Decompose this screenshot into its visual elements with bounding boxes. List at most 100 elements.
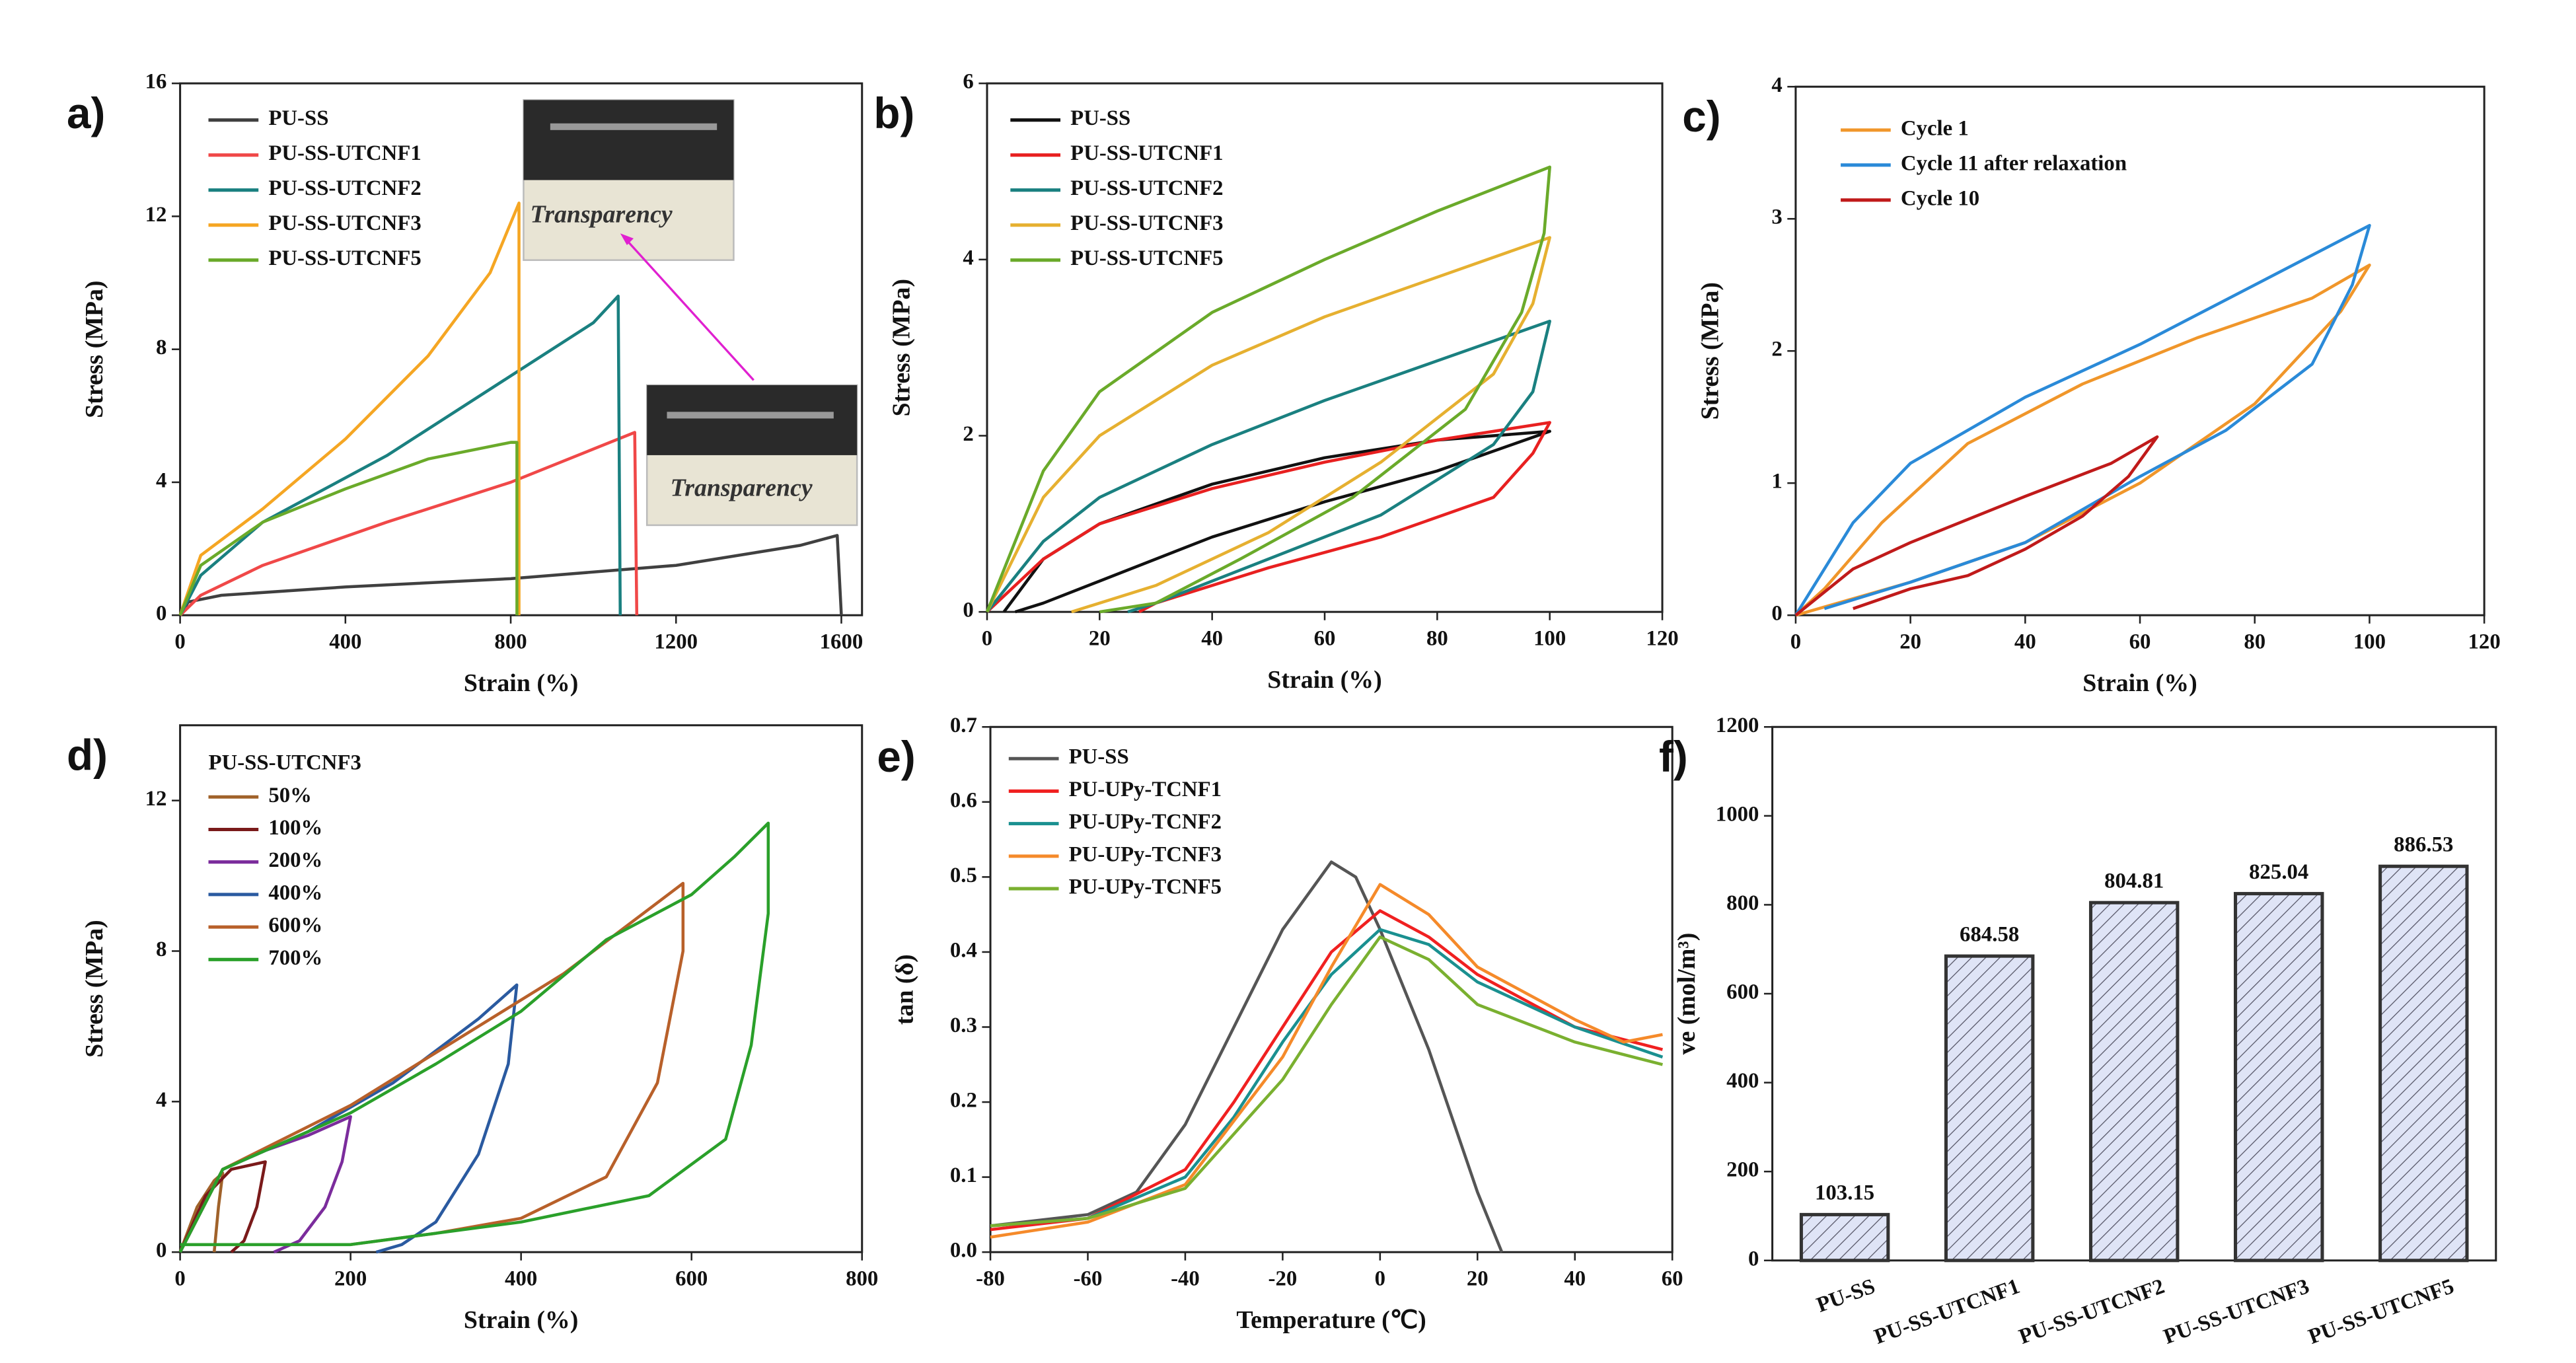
value-label: 684.58 bbox=[1960, 922, 2019, 946]
legend-label: PU-SS-UTCNF5 bbox=[1070, 246, 1223, 270]
legend-label: 600% bbox=[268, 914, 322, 938]
y-tick-label: 0 bbox=[963, 599, 973, 622]
x-axis-label: Strain (%) bbox=[464, 669, 578, 697]
data-line bbox=[179, 431, 639, 616]
x-tick-label: 600 bbox=[675, 1267, 708, 1291]
data-line bbox=[178, 441, 519, 616]
x-tick-label: -20 bbox=[1269, 1267, 1298, 1291]
panel-label: b) bbox=[873, 89, 914, 137]
y-tick-label: 0 bbox=[1748, 1247, 1759, 1271]
data-line bbox=[990, 928, 1664, 1228]
panel-label: c) bbox=[1682, 92, 1720, 141]
y-tick-label: 2 bbox=[1771, 338, 1782, 361]
x-tick-label: 40 bbox=[1564, 1267, 1586, 1291]
y-tick-label: 0 bbox=[1771, 602, 1782, 626]
x-tick-label: 40 bbox=[1201, 627, 1223, 651]
x-axis-label: Strain (%) bbox=[1267, 666, 1381, 694]
y-tick-label: 0.3 bbox=[950, 1013, 977, 1037]
y-tick-label: 3 bbox=[1771, 205, 1782, 229]
data-line bbox=[990, 860, 1504, 1253]
data-line bbox=[178, 1160, 267, 1253]
y-tick-label: 400 bbox=[1726, 1069, 1759, 1093]
x-tick-label: 800 bbox=[494, 630, 527, 654]
x-tick-label: -60 bbox=[1074, 1267, 1103, 1291]
legend-label: Cycle 10 bbox=[1901, 186, 1979, 210]
data-line bbox=[178, 534, 843, 616]
x-axis-label: Strain (%) bbox=[2082, 669, 2197, 697]
data-line bbox=[1794, 435, 2159, 616]
legend-label: PU-UPy-TCNF2 bbox=[1069, 810, 1222, 834]
legend-title: PU-SS-UTCNF3 bbox=[209, 751, 361, 775]
x-tick-label: -80 bbox=[976, 1267, 1005, 1291]
data-line bbox=[985, 236, 1551, 614]
legend-label: 50% bbox=[268, 784, 312, 807]
data-line bbox=[990, 909, 1664, 1232]
legend-label: 700% bbox=[268, 946, 322, 970]
panel-label: d) bbox=[67, 731, 108, 780]
legend-label: PU-SS bbox=[1069, 745, 1129, 769]
x-tick-label: 100 bbox=[1533, 627, 1566, 651]
inset-text: Transparency bbox=[531, 201, 673, 229]
legend-label: PU-UPy-TCNF1 bbox=[1069, 778, 1222, 801]
y-tick-label: 8 bbox=[156, 336, 166, 359]
x-axis-label: Strain (%) bbox=[464, 1306, 578, 1334]
y-axis-label: tan (δ) bbox=[891, 954, 919, 1025]
legend-label: Cycle 11 after relaxation bbox=[1901, 151, 2127, 175]
x-tick-label: 60 bbox=[1662, 1267, 1683, 1291]
data-line bbox=[178, 202, 521, 616]
inset-text: Transparency bbox=[671, 474, 813, 502]
bar bbox=[1944, 954, 2035, 1263]
data-line bbox=[986, 421, 1551, 614]
x-tick-label: 80 bbox=[2244, 630, 2265, 654]
panel-label: f) bbox=[1659, 733, 1688, 781]
data-line bbox=[178, 821, 770, 1253]
y-tick-label: 0 bbox=[156, 1239, 166, 1263]
data-line bbox=[178, 881, 685, 1253]
y-tick-label: 0.1 bbox=[950, 1163, 977, 1187]
x-tick-label: 0 bbox=[174, 630, 185, 654]
x-tick-label: 200 bbox=[334, 1267, 367, 1291]
x-tick-label: -40 bbox=[1171, 1267, 1200, 1291]
y-axis-label: Stress (MPa) bbox=[81, 280, 108, 418]
x-tick-label: 400 bbox=[505, 1267, 537, 1291]
legend-label: PU-SS-UTCNF1 bbox=[1070, 141, 1223, 165]
photo-inset: Transparency Transparency bbox=[523, 99, 858, 527]
y-tick-label: 800 bbox=[1726, 891, 1759, 915]
x-tick-label: 0 bbox=[1375, 1267, 1385, 1291]
data-line bbox=[178, 294, 622, 616]
legend-label: PU-SS-UTCNF2 bbox=[1070, 176, 1223, 200]
value-label: 103.15 bbox=[1815, 1181, 1874, 1205]
y-tick-label: 200 bbox=[1726, 1158, 1759, 1182]
legend-label: PU-SS-UTCNF1 bbox=[268, 141, 421, 165]
bar bbox=[2378, 864, 2469, 1263]
y-tick-label: 600 bbox=[1726, 980, 1759, 1004]
y-tick-label: 0.0 bbox=[950, 1239, 977, 1263]
panel-label: a) bbox=[67, 89, 105, 137]
x-tick-label: 20 bbox=[1467, 1267, 1489, 1291]
x-tick-label: 1600 bbox=[820, 630, 864, 654]
legend-label: Cycle 1 bbox=[1901, 116, 1969, 140]
x-tick-label: 0 bbox=[174, 1267, 185, 1291]
legend-label: 400% bbox=[268, 881, 322, 904]
value-label: 804.81 bbox=[2104, 869, 2164, 893]
x-tick-label: 60 bbox=[1314, 627, 1336, 651]
y-tick-label: 4 bbox=[156, 1088, 166, 1112]
data-line bbox=[1794, 223, 2371, 616]
y-axis-label: ve (mol/m³) bbox=[1673, 933, 1701, 1055]
y-tick-label: 12 bbox=[145, 203, 167, 227]
x-tick-label: 800 bbox=[846, 1267, 878, 1291]
x-axis-label: Temperature (℃) bbox=[1236, 1306, 1426, 1334]
y-tick-label: 0 bbox=[156, 602, 166, 626]
x-tick-label: 60 bbox=[2129, 630, 2151, 654]
x-tick-label: 100 bbox=[2353, 630, 2386, 654]
x-tick-label: 120 bbox=[2468, 630, 2501, 654]
legend-label: PU-UPy-TCNF3 bbox=[1069, 842, 1222, 866]
y-tick-label: 8 bbox=[156, 938, 166, 961]
legend-label: 100% bbox=[268, 816, 322, 840]
data-line bbox=[990, 935, 1664, 1228]
legend-label: 200% bbox=[268, 848, 322, 872]
bar bbox=[2088, 901, 2180, 1263]
y-axis-label: Stress (MPa) bbox=[81, 920, 108, 1057]
y-tick-label: 6 bbox=[963, 70, 973, 94]
